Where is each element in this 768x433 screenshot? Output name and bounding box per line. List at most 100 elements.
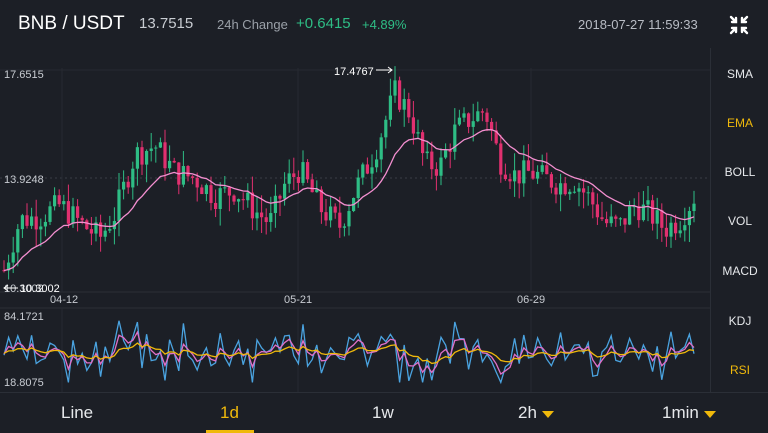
- candle-body: [264, 217, 268, 223]
- candle-body: [411, 117, 415, 134]
- candle-body: [135, 147, 139, 169]
- candle-body: [241, 199, 245, 201]
- candle-body: [260, 212, 264, 218]
- candle-body: [439, 157, 443, 176]
- timeframe-line-label: Line: [61, 403, 94, 422]
- candle-body: [34, 216, 38, 230]
- candle-body: [421, 132, 425, 154]
- candle-body: [168, 160, 172, 169]
- timeframe-1w[interactable]: 1w: [372, 403, 394, 423]
- rsi-slow-line: [3, 342, 695, 365]
- indicator-macd[interactable]: MACD: [722, 264, 758, 278]
- candle-body: [315, 189, 319, 193]
- candle-series: [2, 66, 696, 280]
- sub-axis-top: 84.1721: [4, 311, 44, 323]
- indicator-kdj[interactable]: KDJ: [728, 314, 752, 328]
- candle-body: [609, 216, 613, 224]
- candle-body: [692, 203, 696, 212]
- candle-body: [434, 169, 438, 176]
- price-axis-low: 10.3002: [4, 283, 44, 295]
- candle-body: [522, 160, 526, 184]
- candle-body: [181, 166, 185, 185]
- candle-body: [16, 229, 20, 253]
- timestamp: 2018-07-27 11:59:33: [578, 17, 698, 32]
- candle-body: [384, 119, 388, 138]
- candle-body: [375, 159, 379, 168]
- candle-body: [536, 171, 540, 179]
- candle-body: [356, 177, 360, 198]
- candle-body: [572, 191, 576, 193]
- candle-body: [632, 206, 636, 208]
- candle-body: [149, 148, 153, 151]
- candle-body: [388, 95, 392, 120]
- candle-body: [2, 270, 6, 272]
- candle-body: [467, 113, 471, 127]
- candle-body: [655, 210, 659, 224]
- candle-body: [301, 162, 305, 183]
- candle-body: [559, 183, 563, 195]
- candle-body: [218, 188, 222, 210]
- date-label-3: 06-29: [517, 294, 545, 306]
- candle-body: [80, 217, 84, 221]
- timeframe-1min-dropdown[interactable]: 1min: [662, 403, 716, 423]
- candle-body: [200, 187, 204, 195]
- candle-body: [393, 80, 397, 96]
- candle-body: [278, 195, 282, 199]
- candle-body: [402, 99, 406, 110]
- candle-body: [172, 160, 176, 163]
- candle-body: [204, 185, 208, 195]
- candle-body: [448, 150, 452, 152]
- candle-body: [480, 111, 484, 113]
- candle-body: [471, 121, 475, 127]
- candle-body: [48, 206, 52, 222]
- indicator-boll[interactable]: BOLL: [724, 165, 756, 179]
- candle-body: [379, 137, 383, 160]
- candle-body: [99, 222, 103, 237]
- collapse-arrows-icon[interactable]: [728, 14, 750, 36]
- indicator-rsi[interactable]: RSI: [729, 363, 750, 377]
- candle-body: [283, 183, 287, 199]
- price-axis-mid: 13.9248: [4, 174, 44, 186]
- timeframe-1min-label: 1min: [662, 403, 699, 422]
- candle-body: [531, 170, 535, 179]
- candle-body: [237, 199, 241, 202]
- candle-body: [39, 226, 43, 230]
- candle-body: [407, 99, 411, 118]
- candle-body: [122, 181, 126, 190]
- candle-body: [462, 113, 466, 118]
- candle-body: [126, 181, 130, 188]
- candlestick-chart[interactable]: 17.6515 13.9248 10.3002 17.4767 10.3002 …: [0, 48, 710, 392]
- candle-body: [563, 183, 567, 195]
- timeframe-2h-dropdown[interactable]: 2h: [518, 403, 554, 423]
- rsi-mid-line: [3, 330, 695, 375]
- candle-body: [11, 252, 15, 263]
- timeframe-1d-label: 1d: [220, 403, 239, 422]
- candle-body: [329, 206, 333, 221]
- indicator-sma[interactable]: SMA: [726, 67, 753, 81]
- candle-body: [62, 201, 66, 205]
- high-marker-label: 17.4767: [334, 66, 374, 78]
- ema-line: [3, 129, 695, 272]
- price-chart-area[interactable]: 17.6515 13.9248 10.3002 17.4767 10.3002 …: [0, 48, 710, 392]
- rsi-panel: [3, 320, 695, 385]
- candle-body: [131, 168, 135, 188]
- candle-body: [678, 230, 682, 234]
- candle-body: [186, 166, 190, 177]
- candle-body: [591, 192, 595, 205]
- candle-body: [577, 188, 581, 192]
- timeframe-bar: Line 1d 1w 2h 1min: [0, 392, 768, 433]
- indicator-sidebar: SMA EMA BOLL VOL MACD KDJ RSI: [710, 48, 768, 392]
- pair-title[interactable]: BNB / USDT: [18, 13, 125, 34]
- indicator-vol[interactable]: VOL: [727, 214, 752, 228]
- candle-body: [600, 217, 604, 220]
- candle-body: [485, 112, 489, 122]
- high-marker-arrow: [376, 66, 393, 74]
- timeframe-line[interactable]: Line: [61, 403, 93, 423]
- low-marker-arrow: [3, 284, 18, 292]
- candle-body: [586, 192, 590, 194]
- candle-body: [540, 165, 544, 172]
- change-label: 24h Change: [217, 17, 288, 32]
- indicator-ema[interactable]: EMA: [726, 116, 753, 130]
- timeframe-1d[interactable]: 1d: [220, 403, 239, 423]
- candle-body: [660, 210, 664, 228]
